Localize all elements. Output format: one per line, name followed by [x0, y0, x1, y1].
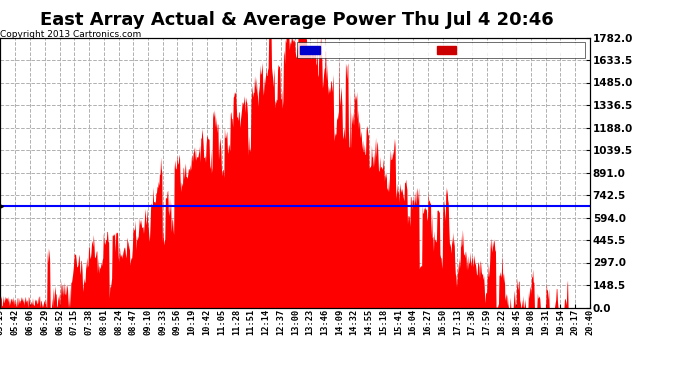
- Legend: Average  (DC Watts), East Array  (DC Watts): Average (DC Watts), East Array (DC Watts…: [297, 42, 585, 58]
- Text: Copyright 2013 Cartronics.com: Copyright 2013 Cartronics.com: [0, 30, 141, 39]
- Text: East Array Actual & Average Power Thu Jul 4 20:46: East Array Actual & Average Power Thu Ju…: [40, 11, 553, 29]
